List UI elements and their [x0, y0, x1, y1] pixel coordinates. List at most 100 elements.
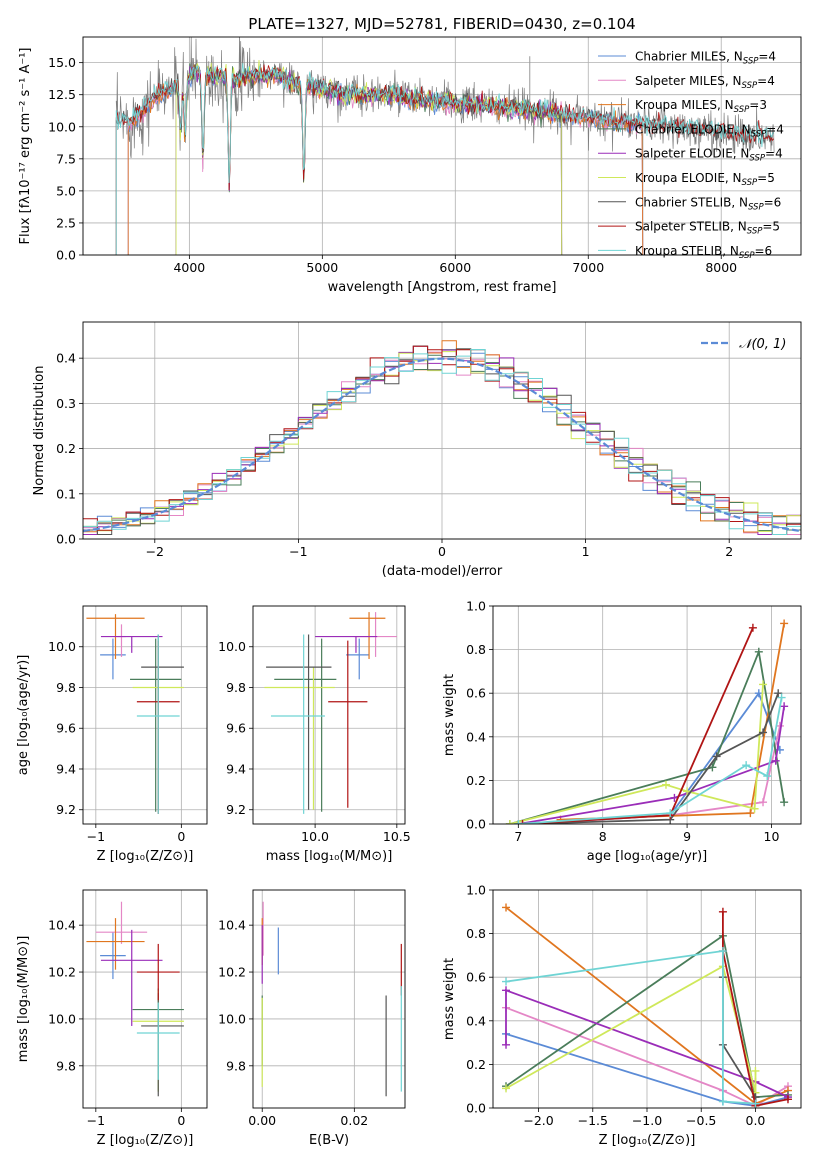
legend-entry: Kroupa STELIB, NSSP=6: [635, 244, 772, 261]
grid: [253, 606, 405, 824]
x-tick-label: 10.0: [301, 829, 329, 844]
errorbar-salpeter-elodie: [315, 635, 378, 653]
y-tick-label: 9.4: [226, 761, 246, 776]
x-tick-label: −1.5: [578, 1113, 608, 1128]
y-tick-label: 0.2: [56, 441, 76, 456]
weight-marker: [718, 1097, 727, 1106]
y-tick-label: 9.6: [56, 721, 76, 736]
axes-frame: [252, 889, 406, 1109]
x-tick-label: 2: [725, 544, 733, 559]
y-axis-label: age [log₁₀(age/yr)]: [16, 655, 31, 776]
y-tick-label: 9.8: [56, 1058, 76, 1073]
weight-marker: [763, 772, 772, 781]
weight-marker: [742, 761, 751, 770]
weight-line: [505, 949, 756, 1105]
y-axis-label: mass weight: [442, 958, 457, 1040]
residuals-panel: −2 −1 0 1 2 0.0 0.1 0.2 0.3 0.4 (data-model)/error…: [32, 321, 802, 579]
x-tick-label: −2: [146, 544, 164, 559]
weight-line: [505, 1033, 789, 1107]
errorbar-kroupa-miles: [86, 918, 145, 970]
errorbar-kroupa-stelib: [270, 634, 325, 814]
x-tick-label: 5000: [306, 260, 338, 275]
x-axis-label: (data-model)/error: [382, 564, 503, 579]
weight-marker: [759, 680, 768, 689]
legend-entry: Kroupa MILES, NSSP=3: [635, 98, 767, 115]
y-tick-label: 0.1: [56, 486, 76, 501]
errorbar-salpeter-elodie: [100, 929, 163, 1026]
weight-marker: [771, 756, 780, 765]
weight-marker: [780, 702, 789, 711]
weight-vs-metallicity-panel: −2.0 −1.5 −1.0 −0.5 0.0 0.0 0.2 0.4 0.6 0.8 1.0 Z […: [442, 883, 802, 1148]
plot-area: [261, 901, 402, 1097]
y-tick-label: 9.2: [56, 802, 76, 817]
weight-marker: [708, 763, 717, 772]
x-tick-label: 10.5: [383, 829, 411, 844]
y-tick-label: 10.2: [218, 965, 246, 980]
y-tick-label: 0.0: [56, 248, 76, 263]
legend-entry: Kroupa ELODIE, NSSP=5: [635, 171, 775, 188]
weight-line: [505, 934, 789, 1099]
axes-frame: [492, 605, 802, 825]
legend-entry: 𝒩(0, 1): [739, 337, 786, 352]
weight-marker: [712, 752, 721, 761]
plot-area: [86, 901, 184, 1097]
y-tick-label: 10.4: [48, 918, 76, 933]
x-tick-label: 0: [177, 1113, 185, 1128]
plot-area: [83, 340, 801, 535]
weight-marker: [751, 1066, 760, 1075]
x-tick-label: 0: [438, 544, 446, 559]
y-tick-label: 9.8: [56, 680, 76, 695]
weight-marker: [780, 798, 789, 807]
y-tick-label: 15.0: [48, 55, 76, 70]
model-spectrum-kroupa-stelib: [115, 63, 774, 255]
y-tick-label: 9.6: [226, 721, 246, 736]
weight-marker: [718, 907, 727, 916]
weight-marker: [718, 947, 727, 956]
x-tick-label: 1: [582, 544, 590, 559]
x-tick-label: −1: [289, 544, 307, 559]
y-tick-label: 5.0: [56, 183, 76, 198]
y-tick-label: 0.0: [56, 532, 76, 547]
y-tick-label: 12.5: [48, 87, 76, 102]
y-tick-label: 7.5: [56, 151, 76, 166]
y-tick-label: 0.0: [466, 817, 486, 832]
y-tick-label: 1.0: [466, 883, 486, 898]
weight-marker: [661, 780, 670, 789]
y-tick-label: 10.0: [48, 639, 76, 654]
x-axis-label: age [log₁₀(age/yr)]: [587, 849, 708, 864]
plot-area: [505, 619, 789, 824]
x-tick-label: 0.02: [340, 1113, 368, 1128]
legend-entry: Chabrier ELODIE, NSSP=4: [635, 122, 784, 139]
plot-area: [502, 903, 792, 1108]
y-tick-label: 0.8: [466, 926, 486, 941]
errorbar-kroupa-stelib: [136, 634, 180, 814]
mass-vs-extinction-panel: 0.00 0.02 9.8 10.0 10.2 10.4 E(B-V): [218, 889, 406, 1148]
x-tick-label: 9: [683, 829, 691, 844]
y-tick-label: 10.2: [48, 965, 76, 980]
weight-line: [509, 648, 785, 824]
errorbar-salpeter-miles: [95, 901, 148, 944]
x-axis-label: Z [log₁₀(Z/Z⊙)]: [599, 1133, 696, 1148]
weight-marker: [750, 804, 759, 813]
y-tick-label: 9.8: [226, 1058, 246, 1073]
y-tick-label: 9.2: [226, 802, 246, 817]
y-tick-label: 0.6: [466, 970, 486, 985]
y-tick-label: 0.2: [466, 1057, 486, 1072]
weight-marker: [518, 820, 527, 824]
x-tick-label: 8000: [705, 260, 737, 275]
weight-line: [505, 989, 789, 1098]
plot-area: [115, 37, 775, 255]
errorbar-salpeter-elodie: [100, 635, 163, 653]
legend: Chabrier MILES, NSSP=4 Salpeter MILES, NS…: [598, 50, 784, 261]
weight-marker: [502, 1040, 511, 1049]
y-axis-label: Normed distribution: [32, 366, 47, 496]
weight-marker: [502, 977, 511, 986]
weight-marker: [683, 787, 692, 796]
errorbar-chabrier-stelib: [266, 634, 332, 810]
x-tick-label: 0.0: [746, 1113, 766, 1128]
x-tick-label: −1.0: [632, 1113, 662, 1128]
plot-area: [86, 614, 184, 814]
y-tick-label: 0.2: [466, 773, 486, 788]
y-tick-label: 10.0: [218, 1011, 246, 1026]
legend-entry: Chabrier MILES, NSSP=4: [635, 50, 776, 67]
